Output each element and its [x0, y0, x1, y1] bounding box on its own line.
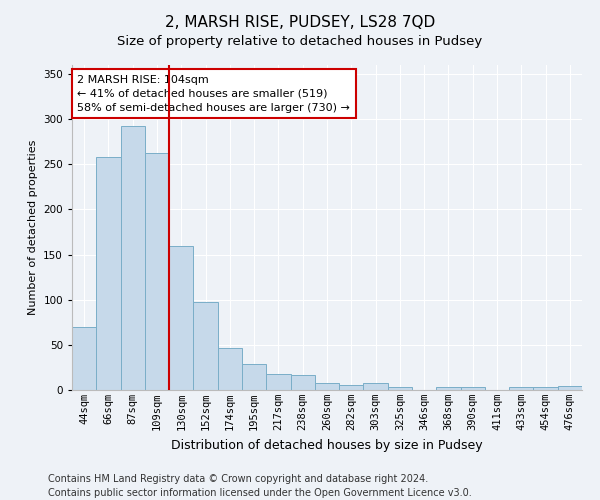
Bar — [558, 386, 582, 390]
Text: 2 MARSH RISE: 104sqm
← 41% of detached houses are smaller (519)
58% of semi-deta: 2 MARSH RISE: 104sqm ← 41% of detached h… — [77, 74, 350, 113]
Bar — [339, 384, 364, 390]
Bar — [121, 126, 145, 390]
Bar — [364, 383, 388, 390]
Bar — [266, 374, 290, 390]
Bar — [218, 348, 242, 390]
Bar — [145, 152, 169, 390]
Bar — [72, 327, 96, 390]
Text: Contains HM Land Registry data © Crown copyright and database right 2024.
Contai: Contains HM Land Registry data © Crown c… — [48, 474, 472, 498]
Y-axis label: Number of detached properties: Number of detached properties — [28, 140, 38, 315]
X-axis label: Distribution of detached houses by size in Pudsey: Distribution of detached houses by size … — [171, 438, 483, 452]
Bar — [533, 388, 558, 390]
Bar — [169, 246, 193, 390]
Bar — [96, 157, 121, 390]
Bar — [290, 374, 315, 390]
Bar — [242, 364, 266, 390]
Text: 2, MARSH RISE, PUDSEY, LS28 7QD: 2, MARSH RISE, PUDSEY, LS28 7QD — [165, 15, 435, 30]
Bar — [388, 388, 412, 390]
Bar — [436, 388, 461, 390]
Bar — [315, 383, 339, 390]
Bar — [193, 302, 218, 390]
Text: Size of property relative to detached houses in Pudsey: Size of property relative to detached ho… — [118, 35, 482, 48]
Bar — [461, 388, 485, 390]
Bar — [509, 388, 533, 390]
